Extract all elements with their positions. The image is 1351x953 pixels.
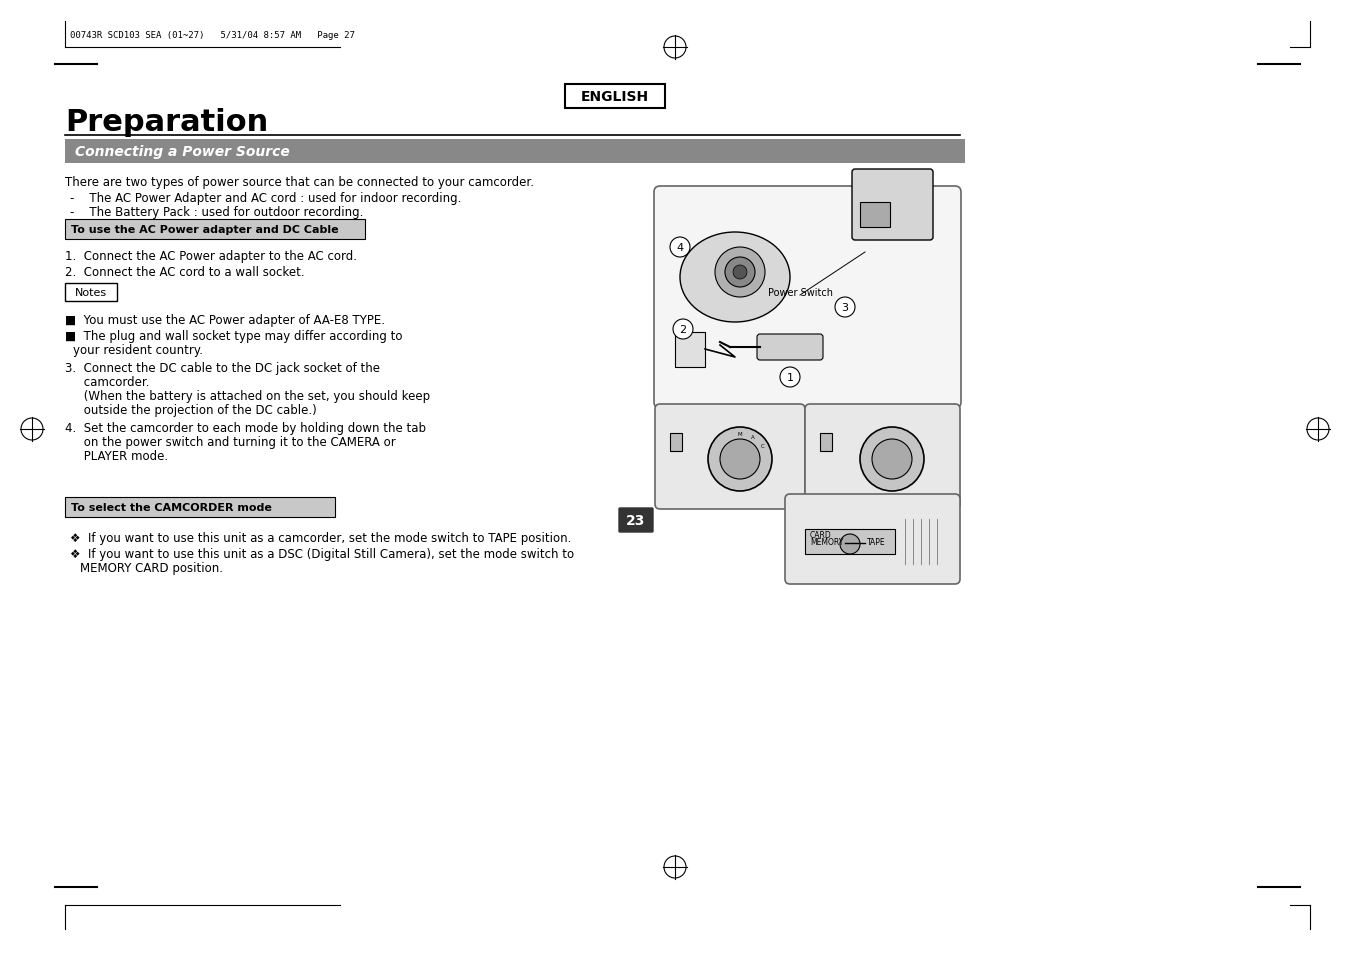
Text: There are two types of power source that can be connected to your camcorder.: There are two types of power source that…: [65, 175, 534, 189]
Text: (When the battery is attached on the set, you should keep: (When the battery is attached on the set…: [65, 390, 430, 402]
Text: To use the AC Power adapter and DC Cable: To use the AC Power adapter and DC Cable: [72, 225, 339, 234]
Text: Connecting a Power Source: Connecting a Power Source: [76, 145, 289, 159]
Text: ■  The plug and wall socket type may differ according to: ■ The plug and wall socket type may diff…: [65, 330, 403, 343]
Text: 4: 4: [677, 243, 684, 253]
Text: 3.  Connect the DC cable to the DC jack socket of the: 3. Connect the DC cable to the DC jack s…: [65, 361, 380, 375]
Text: PLAYER mode.: PLAYER mode.: [65, 450, 168, 462]
Text: ■  You must use the AC Power adapter of AA-E8 TYPE.: ■ You must use the AC Power adapter of A…: [65, 314, 385, 327]
Text: your resident country.: your resident country.: [73, 344, 203, 356]
Text: 2: 2: [680, 325, 686, 335]
Text: camcorder.: camcorder.: [65, 375, 150, 389]
Text: M: M: [738, 431, 742, 436]
Bar: [861, 203, 890, 228]
Text: Notes: Notes: [74, 288, 107, 297]
Bar: [65, 497, 335, 517]
Text: on the power switch and turning it to the CAMERA or: on the power switch and turning it to th…: [65, 436, 396, 449]
Text: MEMORY: MEMORY: [811, 537, 843, 546]
FancyBboxPatch shape: [805, 405, 961, 510]
Circle shape: [670, 237, 690, 257]
Text: 1.  Connect the AC Power adapter to the AC cord.: 1. Connect the AC Power adapter to the A…: [65, 250, 357, 263]
Text: A: A: [751, 435, 755, 439]
Bar: [676, 333, 705, 368]
Bar: [565, 85, 665, 109]
Text: 00743R SCD103 SEA (01~27)   5/31/04 8:57 AM   Page 27: 00743R SCD103 SEA (01~27) 5/31/04 8:57 A…: [70, 31, 355, 40]
Text: ENGLISH: ENGLISH: [581, 90, 648, 104]
Circle shape: [840, 535, 861, 555]
Text: -    The AC Power Adapter and AC cord : used for indoor recording.: - The AC Power Adapter and AC cord : use…: [70, 192, 462, 205]
Text: CARD: CARD: [811, 531, 832, 539]
FancyBboxPatch shape: [785, 495, 961, 584]
Circle shape: [673, 319, 693, 339]
Circle shape: [861, 428, 924, 492]
Circle shape: [780, 368, 800, 388]
Circle shape: [734, 266, 747, 280]
Circle shape: [725, 257, 755, 288]
Circle shape: [720, 439, 761, 479]
FancyBboxPatch shape: [757, 335, 823, 360]
Bar: [65, 140, 965, 164]
Text: 3: 3: [842, 303, 848, 313]
Text: C: C: [761, 444, 765, 449]
Ellipse shape: [680, 233, 790, 323]
Text: 1: 1: [786, 373, 793, 382]
Bar: [65, 220, 365, 240]
Text: 23: 23: [627, 514, 646, 527]
Text: 4.  Set the camcorder to each mode by holding down the tab: 4. Set the camcorder to each mode by hol…: [65, 421, 426, 435]
FancyBboxPatch shape: [619, 509, 653, 533]
Circle shape: [871, 439, 912, 479]
Text: Power Switch: Power Switch: [767, 288, 832, 297]
Text: ❖  If you want to use this unit as a DSC (Digital Still Camera), set the mode sw: ❖ If you want to use this unit as a DSC …: [70, 547, 574, 560]
Text: To select the CAMCORDER mode: To select the CAMCORDER mode: [72, 502, 272, 513]
Text: 2.  Connect the AC cord to a wall socket.: 2. Connect the AC cord to a wall socket.: [65, 266, 304, 278]
FancyBboxPatch shape: [655, 405, 805, 510]
Bar: [670, 434, 682, 452]
Circle shape: [715, 248, 765, 297]
Text: -    The Battery Pack : used for outdoor recording.: - The Battery Pack : used for outdoor re…: [70, 206, 363, 219]
Text: outside the projection of the DC cable.): outside the projection of the DC cable.): [65, 403, 316, 416]
Bar: [65, 284, 118, 302]
Bar: [805, 530, 894, 555]
Circle shape: [708, 428, 771, 492]
Text: Preparation: Preparation: [65, 108, 269, 137]
Circle shape: [835, 297, 855, 317]
Bar: [820, 434, 832, 452]
Text: MEMORY CARD position.: MEMORY CARD position.: [80, 561, 223, 575]
Text: TAPE: TAPE: [867, 537, 886, 546]
FancyBboxPatch shape: [852, 170, 934, 241]
FancyBboxPatch shape: [654, 187, 961, 409]
Text: ❖  If you want to use this unit as a camcorder, set the mode switch to TAPE posi: ❖ If you want to use this unit as a camc…: [70, 532, 571, 544]
